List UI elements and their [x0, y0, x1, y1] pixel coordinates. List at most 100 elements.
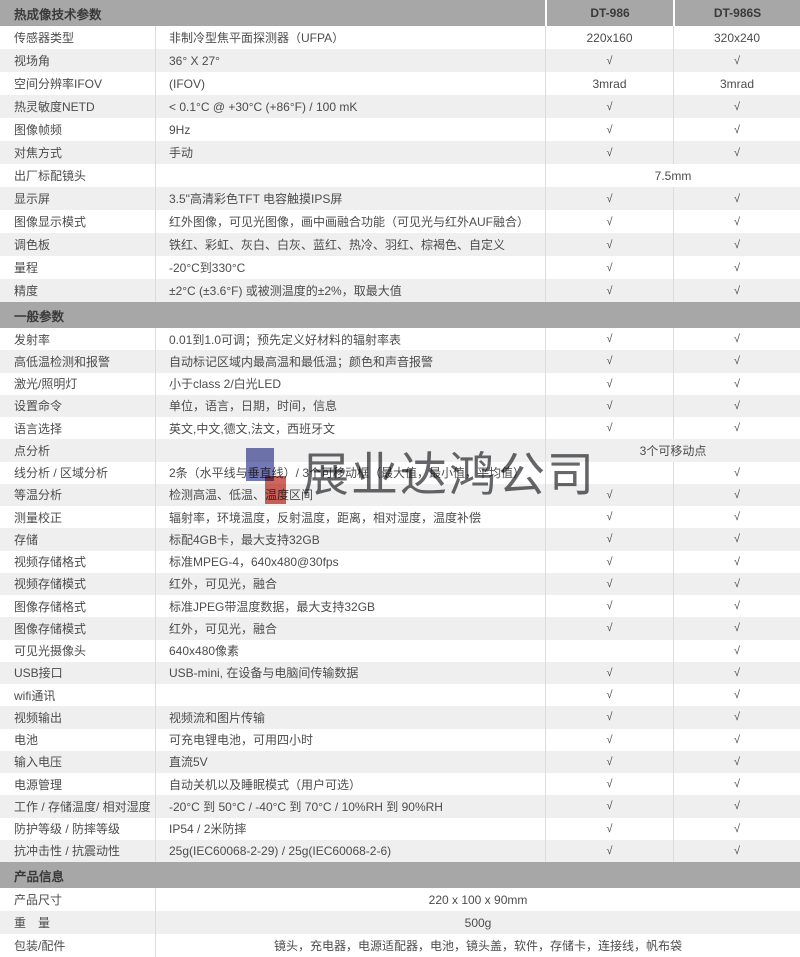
value-dt986: √	[545, 550, 673, 573]
row-label: 图像帧频	[14, 123, 63, 137]
row-description	[155, 684, 545, 707]
row-label: 线分析 / 区域分析	[14, 466, 109, 481]
spec-row: 视场角 36° X 27° √ √	[0, 49, 800, 72]
row-span-value: 3个可移动点	[545, 439, 800, 462]
row-label: 图像显示模式	[14, 215, 87, 229]
spec-row: 热灵敏度NETD < 0.1°C @ +30°C (+86°F) / 100 mK…	[0, 95, 800, 118]
value-dt986s: √	[673, 210, 800, 233]
row-label: 出厂标配镜头	[14, 169, 87, 183]
value-dt986: √	[545, 141, 673, 164]
row-description: IP54 / 2米防摔	[155, 817, 545, 840]
spec-row: 出厂标配镜头 7.5mm	[0, 164, 800, 187]
value-dt986: √	[545, 483, 673, 506]
row-description: 手动	[155, 141, 545, 164]
value-dt986: √	[545, 617, 673, 640]
value-dt986s: √	[673, 461, 800, 484]
row-merged-value: 500g	[155, 911, 800, 934]
row-description: -20°C到330°C	[155, 256, 545, 279]
value-dt986: √	[545, 372, 673, 395]
value-dt986s: √	[673, 750, 800, 773]
spec-row: 调色板 铁红、彩虹、灰白、白灰、蓝红、热冷、羽红、棕褐色、自定义 √ √	[0, 233, 800, 256]
model-column-header-dt986s: DT-986S	[673, 0, 800, 26]
value-dt986	[545, 461, 673, 484]
value-dt986: √	[545, 328, 673, 351]
row-label: 显示屏	[14, 192, 51, 206]
row-description: 标准MPEG-4，640x480@30fps	[155, 550, 545, 573]
spec-row: 抗冲击性 / 抗震动性 25g(IEC60068-2-29) / 25g(IEC6…	[0, 839, 800, 862]
spec-row: 产品尺寸 220 x 100 x 90mm	[0, 888, 800, 911]
row-label: 量程	[14, 261, 39, 275]
spec-row: 传感器类型 非制冷型焦平面探测器（UFPA） 220x160 320x240	[0, 26, 800, 49]
section-header: 产品信息	[0, 862, 800, 888]
row-label: 产品尺寸	[14, 893, 63, 907]
row-span-value: 7.5mm	[545, 164, 800, 187]
value-dt986: √	[545, 187, 673, 210]
spec-row: 测量校正 辐射率，环境温度，反射温度，距离，相对湿度，温度补偿 √ √	[0, 506, 800, 529]
value-dt986: 3mrad	[545, 72, 673, 95]
value-dt986: √	[545, 95, 673, 118]
value-dt986s: √	[673, 839, 800, 862]
value-dt986s: √	[673, 684, 800, 707]
value-dt986: √	[545, 750, 673, 773]
value-dt986: √	[545, 528, 673, 551]
spec-row: 图像帧频 9Hz √ √	[0, 118, 800, 141]
row-label: 图像存储模式	[14, 621, 87, 636]
value-dt986: √	[545, 839, 673, 862]
row-description: 标配4GB卡，最大支持32GB	[155, 528, 545, 551]
spec-row: USB接口 USB-mini, 在设备与电脑间传输数据 √ √	[0, 661, 800, 684]
value-dt986s: √	[673, 706, 800, 729]
value-dt986s: √	[673, 233, 800, 256]
spec-row: 视频存储格式 标准MPEG-4，640x480@30fps √ √	[0, 550, 800, 573]
value-dt986s: √	[673, 773, 800, 796]
spec-row: 设置命令 单位，语言，日期，时间，信息 √ √	[0, 394, 800, 417]
value-dt986: 220x160	[545, 26, 673, 49]
row-description: -20°C 到 50°C / -40°C 到 70°C / 10%RH 到 90…	[155, 795, 545, 818]
value-dt986: √	[545, 233, 673, 256]
row-label: 视频输出	[14, 710, 63, 725]
spec-row: 等温分析 检测高温、低温、温度区间 √ √	[0, 483, 800, 506]
value-dt986s: √	[673, 118, 800, 141]
value-dt986s: √	[673, 350, 800, 373]
row-label: 设置命令	[14, 399, 63, 414]
row-description: 红外，可见光，融合	[155, 572, 545, 595]
spec-row: 输入电压 直流5V √ √	[0, 750, 800, 773]
row-label: 空间分辨率IFOV	[14, 77, 103, 91]
value-dt986s: √	[673, 49, 800, 72]
value-dt986s: √	[673, 817, 800, 840]
row-description: 红外图像，可见光图像，画中画融合功能（可见光与红外AUF融合）	[155, 210, 545, 233]
value-dt986s: √	[673, 528, 800, 551]
spec-row: 工作 / 存储温度/ 相对湿度 -20°C 到 50°C / -40°C 到 70…	[0, 795, 800, 818]
row-label: 电源管理	[14, 777, 63, 792]
value-dt986: √	[545, 595, 673, 618]
row-description: 检测高温、低温、温度区间	[155, 483, 545, 506]
value-dt986s: √	[673, 483, 800, 506]
row-description: 单位，语言，日期，时间，信息	[155, 394, 545, 417]
spec-row: 图像存储格式 标准JPEG带温度数据，最大支持32GB √ √	[0, 595, 800, 618]
row-description: 25g(IEC60068-2-29) / 25g(IEC60068-2-6)	[155, 839, 545, 862]
row-label: 存储	[14, 532, 39, 547]
spec-row: 点分析 3个可移动点	[0, 439, 800, 462]
spec-row: 量程 -20°C到330°C √ √	[0, 256, 800, 279]
value-dt986: √	[545, 210, 673, 233]
row-label: 热灵敏度NETD	[14, 100, 95, 114]
row-description: 小于class 2/白光LED	[155, 372, 545, 395]
spec-row: 防护等级 / 防摔等级 IP54 / 2米防摔 √ √	[0, 817, 800, 840]
value-dt986s: √	[673, 639, 800, 662]
row-description: 2条（水平线与垂直线）/ 3个可移动框（最大值，最小值，平均值）	[155, 461, 545, 484]
value-dt986: √	[545, 572, 673, 595]
row-description: 辐射率，环境温度，反射温度，距离，相对湿度，温度补偿	[155, 506, 545, 529]
value-dt986: √	[545, 350, 673, 373]
spec-row: 存储 标配4GB卡，最大支持32GB √ √	[0, 528, 800, 551]
row-description: 3.5"高清彩色TFT 电容触摸IPS屏	[155, 187, 545, 210]
row-description: 自动关机以及睡眠模式（用户可选）	[155, 773, 545, 796]
row-description: 可充电锂电池，可用四小时	[155, 728, 545, 751]
value-dt986: √	[545, 394, 673, 417]
value-dt986s: √	[673, 394, 800, 417]
row-label: 视频存储模式	[14, 577, 87, 592]
row-label: 调色板	[14, 238, 51, 252]
value-dt986: √	[545, 706, 673, 729]
row-label: 传感器类型	[14, 31, 75, 45]
spec-row: 对焦方式 手动 √ √	[0, 141, 800, 164]
value-dt986s: √	[673, 372, 800, 395]
